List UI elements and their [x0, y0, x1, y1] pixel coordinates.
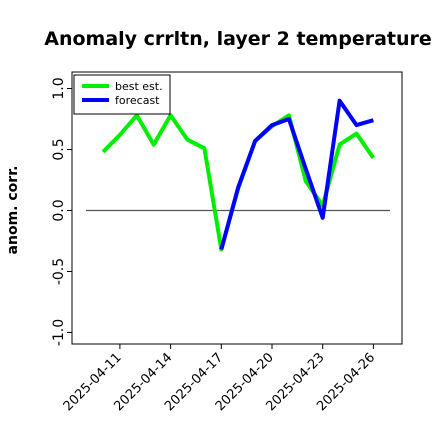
- chart-title: Anomaly crrltn, layer 2 temperature: [44, 28, 432, 50]
- x-axis: 2025-04-112025-04-142025-04-172025-04-20…: [61, 344, 378, 414]
- legend: best est.forecast: [73, 74, 171, 115]
- legend-box: [73, 74, 171, 115]
- y-axis-label: anom. corr.: [5, 166, 21, 255]
- y-tick-label: -1.0: [51, 319, 67, 346]
- y-tick-label: 0.0: [51, 199, 67, 221]
- y-axis: -1.0 -0.5 0.0 0.5 1.0: [51, 77, 72, 346]
- plot-frame: [71, 71, 403, 345]
- y-tick-label: -0.5: [51, 258, 67, 285]
- legend-label: forecast: [115, 94, 160, 107]
- legend-label: best est.: [115, 80, 163, 93]
- y-tick-label: 0.5: [51, 138, 67, 160]
- series-layer: [86, 98, 390, 252]
- series-line-forecast: [219, 98, 374, 251]
- y-tick-label: 1.0: [51, 77, 67, 99]
